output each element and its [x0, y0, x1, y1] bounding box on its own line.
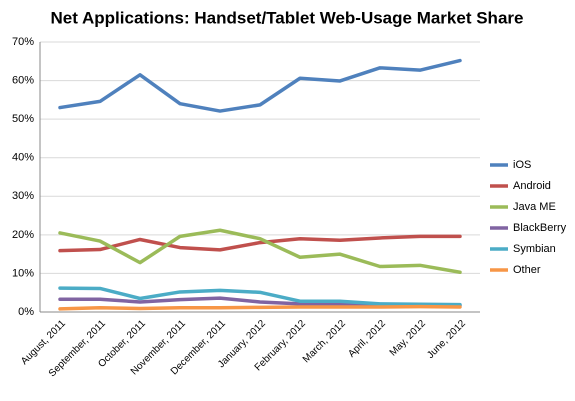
y-tick-label: 20%	[12, 229, 34, 241]
legend-label: Java ME	[513, 201, 556, 213]
y-tick-label: 40%	[12, 152, 34, 164]
y-tick-label: 70%	[12, 36, 34, 48]
legend-label: Symbian	[513, 243, 556, 255]
x-tick-label: April, 2012	[346, 318, 388, 360]
x-tick-label: March, 2012	[301, 318, 348, 365]
series-line	[58, 228, 462, 275]
series-line	[58, 234, 462, 253]
y-tick-label: 0%	[18, 306, 34, 318]
y-tick-label: 60%	[12, 74, 34, 86]
legend-label: Android	[513, 180, 551, 192]
chart-title: Net Applications: Handset/Tablet Web-Usa…	[51, 8, 524, 27]
legend-label: Other	[513, 264, 541, 276]
legend-label: iOS	[513, 159, 531, 171]
series-line	[58, 286, 462, 307]
x-tick-label: June, 2012	[425, 318, 468, 361]
x-tick-label: May, 2012	[388, 318, 429, 359]
y-tick-label: 30%	[12, 190, 34, 202]
y-tick-label: 50%	[12, 113, 34, 125]
y-tick-label: 10%	[12, 267, 34, 279]
legend-label: BlackBerry	[513, 222, 567, 234]
series-line	[58, 58, 462, 113]
series-line	[58, 304, 462, 311]
